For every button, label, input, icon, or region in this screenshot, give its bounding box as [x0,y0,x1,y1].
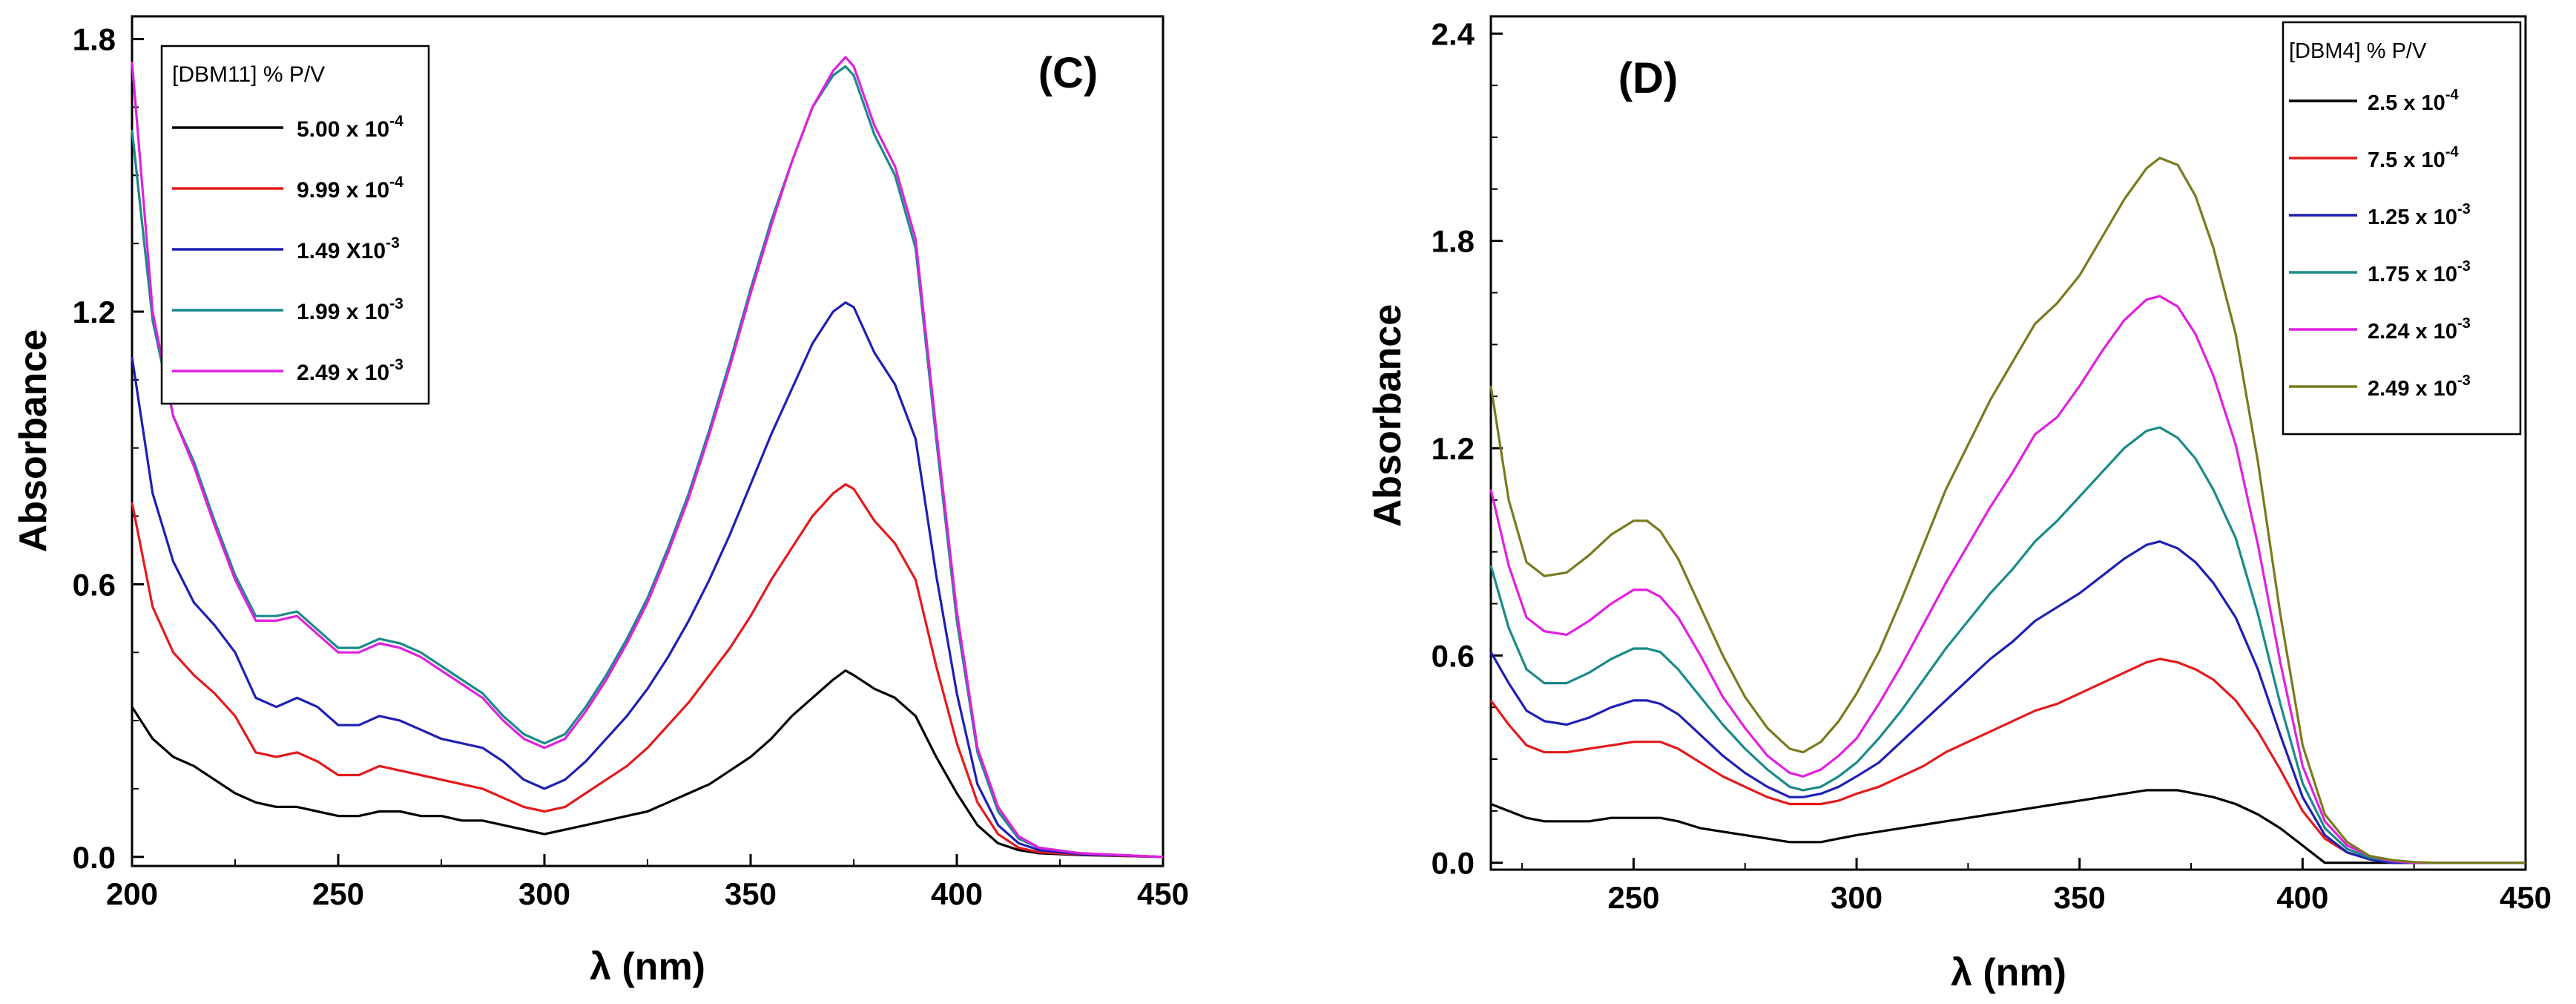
panel-d-plot-area: 250 300 350 400 450 0.0 0.6 1.2 1.8 2.4 [1432,15,2552,915]
c-y-tick-label: 0.6 [73,567,116,602]
d-y-tick-label: 1.2 [1432,431,1475,466]
c-y-tick-label: 0.0 [73,840,116,875]
panel-d-legend-items: 2.5 x 10-4 7.5 x 10-4 1.25 x 10-3 1.75 x 10… [2289,87,2471,401]
c-legend-label-4: 1.99 x 10-3 [297,295,403,324]
d-y-tick-label: 0.6 [1432,638,1475,673]
d-x-tick-label: 350 [2054,880,2106,915]
panel-c-legend-title: [DBM11] % P/V [172,62,325,87]
c-x-tick-label: 200 [106,876,158,911]
c-x-tick-label: 450 [1137,876,1189,911]
c-series-line-3 [131,301,1164,859]
c-x-tick-label: 250 [312,876,364,911]
d-series-line-2 [1489,657,2526,864]
panel-c-legend-items: 5.00 x 10-4 9.99 x 10-4 1.49 X10-3 1.99 x 1… [172,113,403,385]
c-y-tick-label: 1.2 [73,295,116,329]
c-legend-label-5: 2.49 x 10-3 [297,356,403,385]
d-y-tick-label: 1.8 [1432,224,1475,259]
d-series-line-4 [1489,426,2526,864]
c-y-tick-label: 1.8 [73,22,116,57]
d-x-tick-label: 400 [2276,880,2328,915]
d-legend-label-3: 1.25 x 10-3 [2368,201,2471,229]
panel-c-series-lines [131,56,1164,859]
panel-c-legend: [DBM11] % P/V 5.00 x 10-4 9.99 x 10-4 1.49… [160,45,430,405]
d-legend-label-5: 2.24 x 10-3 [2368,315,2471,344]
panel-d-legend: [DBM4] % P/V 2.5 x 10-4 7.5 x 10-4 1.25 x … [2282,21,2522,436]
d-series-line-6 [1489,157,2526,864]
panel-d: 250 300 350 400 450 0.0 0.6 1.2 1.8 2.4 (D) λ (nm… [1366,15,2552,994]
panel-c-legend-frame [160,45,430,405]
panel-d-label: (D) [1618,54,1679,102]
panel-c-ticks: 200 250 300 350 400 450 0.0 0.6 1.2 1.8 [73,22,1189,911]
d-x-tick-label: 250 [1607,880,1659,915]
panel-d-frame [1489,15,2527,871]
d-legend-label-2: 7.5 x 10-4 [2368,144,2459,172]
d-legend-label-4: 1.75 x 10-3 [2368,258,2471,286]
c-legend-label-3: 1.49 X10-3 [297,234,400,263]
d-x-tick-label: 300 [1831,880,1882,915]
panel-c-plot-area: 200 250 300 350 400 450 0.0 0.6 1.2 1.8 [73,15,1189,911]
c-legend-label-2: 9.99 x 10-4 [297,174,403,203]
c-series-line-1 [131,669,1164,859]
d-legend-label-6: 2.49 x 10-3 [2368,373,2471,401]
panel-d-legend-title: [DBM4] % P/V [2289,39,2427,63]
panel-d-x-axis-label: λ (nm) [1951,951,2066,994]
c-x-tick-label: 400 [931,876,983,911]
panel-c-y-axis-label: Absorbance [12,329,55,553]
d-series-line-3 [1489,540,2526,864]
d-x-tick-label: 450 [2500,880,2552,915]
panel-d-y-axis-label: Absorbance [1366,304,1409,528]
panel-d-series-lines [1489,157,2526,864]
c-legend-label-1: 5.00 x 10-4 [297,113,403,142]
d-series-line-1 [1490,789,2526,864]
panel-c: 200 250 300 350 400 450 0.0 0.6 1.2 1.8 (C) λ (nm… [12,15,1189,988]
c-x-tick-label: 350 [725,876,777,911]
d-y-tick-label: 2.4 [1432,16,1475,51]
panel-c-label: (C) [1038,49,1098,97]
c-x-tick-label: 300 [518,876,570,911]
d-y-tick-label: 0.0 [1432,846,1475,881]
panel-c-x-axis-label: λ (nm) [590,945,705,988]
panel-d-legend-frame [2282,21,2522,436]
c-series-line-2 [131,483,1164,859]
d-legend-label-1: 2.5 x 10-4 [2368,87,2459,115]
d-series-line-5 [1489,295,2526,864]
c-series-line-5 [131,56,1164,859]
